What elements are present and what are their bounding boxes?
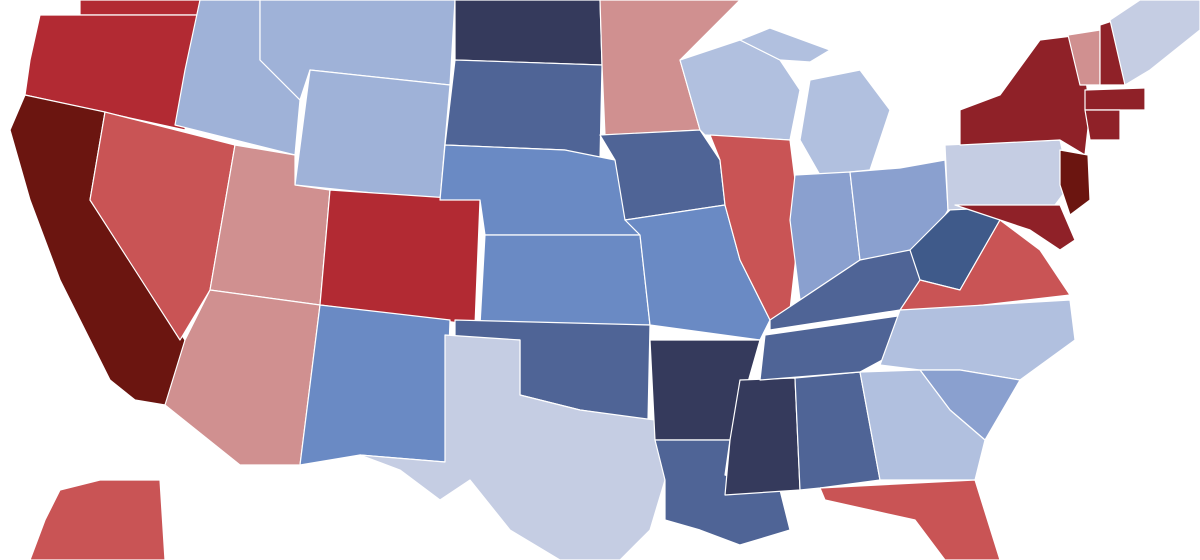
region bbox=[1059, 149, 1091, 216]
region bbox=[89, 111, 236, 341]
region bbox=[454, 0, 603, 66]
region bbox=[1109, 0, 1200, 86]
region bbox=[319, 189, 481, 326]
region bbox=[954, 204, 1076, 251]
region bbox=[29, 479, 166, 560]
region bbox=[1084, 109, 1121, 141]
region bbox=[479, 234, 651, 326]
region bbox=[944, 139, 1071, 211]
region bbox=[739, 27, 831, 63]
region bbox=[959, 34, 1091, 156]
region bbox=[1084, 87, 1146, 111]
region bbox=[294, 69, 451, 201]
region bbox=[299, 304, 451, 466]
region bbox=[359, 334, 666, 560]
region bbox=[444, 59, 603, 161]
region bbox=[879, 299, 1076, 381]
region bbox=[819, 479, 1001, 560]
region bbox=[859, 369, 986, 481]
region bbox=[79, 0, 201, 16]
region bbox=[654, 439, 791, 546]
region bbox=[799, 69, 891, 176]
